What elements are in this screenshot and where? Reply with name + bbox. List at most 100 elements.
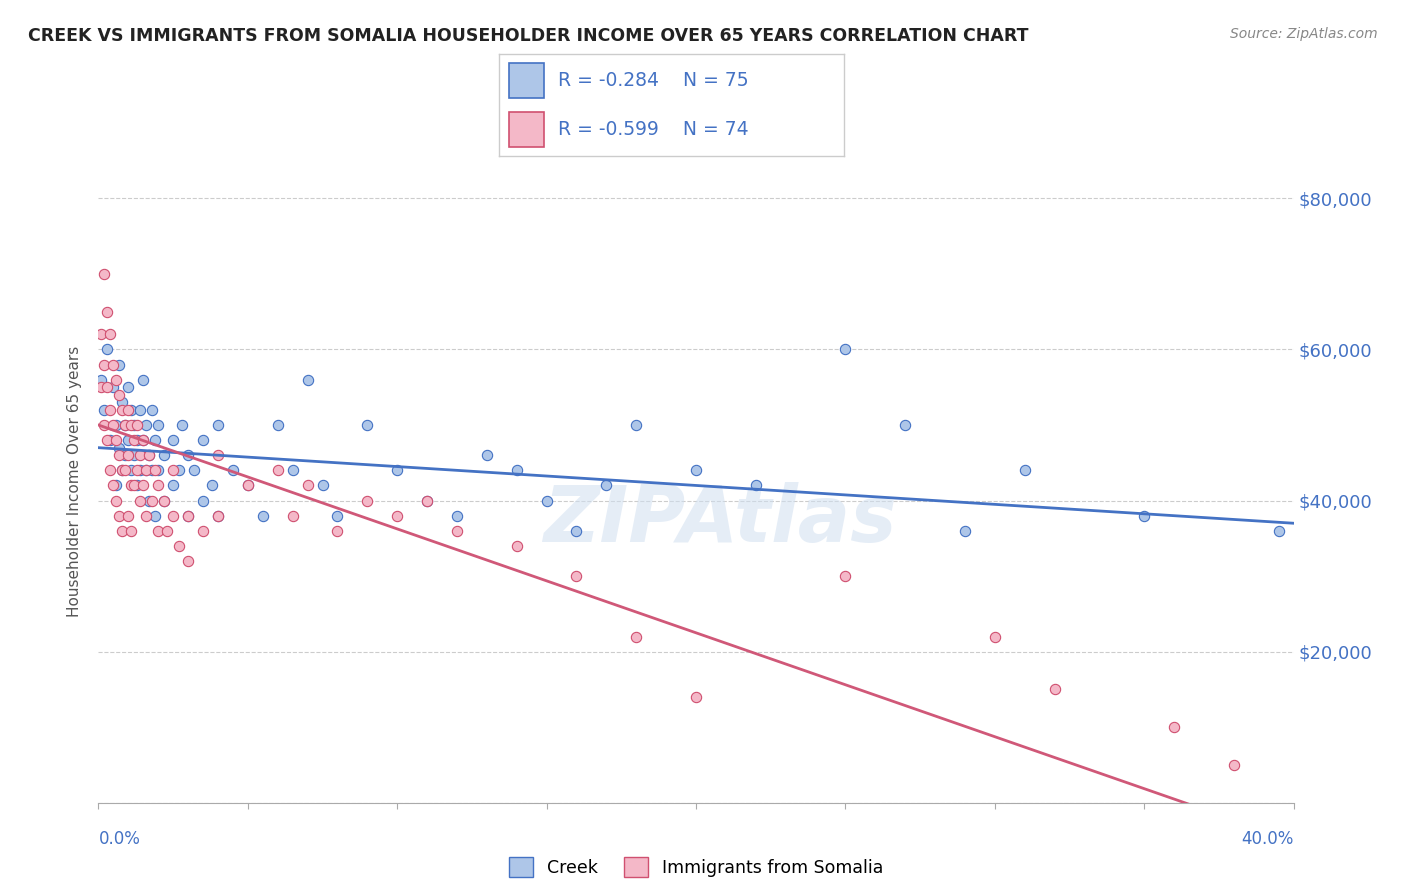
Point bbox=[446, 508, 468, 523]
Point bbox=[114, 417, 136, 432]
Point bbox=[297, 478, 319, 492]
Point bbox=[167, 463, 190, 477]
Point bbox=[103, 417, 125, 432]
Point bbox=[162, 478, 184, 492]
Point bbox=[167, 539, 190, 553]
Point bbox=[222, 463, 245, 477]
Point bbox=[1014, 463, 1036, 477]
Point bbox=[117, 380, 139, 394]
Point bbox=[536, 493, 558, 508]
Point bbox=[834, 343, 856, 357]
Point bbox=[129, 463, 152, 477]
Point bbox=[148, 524, 170, 538]
Point bbox=[356, 417, 378, 432]
Point bbox=[100, 403, 122, 417]
Point bbox=[156, 524, 179, 538]
Point bbox=[105, 373, 128, 387]
Point bbox=[172, 417, 194, 432]
Point bbox=[153, 448, 176, 462]
Point bbox=[138, 448, 160, 462]
Point bbox=[177, 448, 200, 462]
Point bbox=[685, 690, 707, 704]
Y-axis label: Householder Income Over 65 years: Householder Income Over 65 years bbox=[67, 346, 83, 617]
Point bbox=[267, 463, 290, 477]
Point bbox=[252, 508, 274, 523]
Point bbox=[111, 403, 134, 417]
Legend: Creek, Immigrants from Somalia: Creek, Immigrants from Somalia bbox=[502, 850, 890, 884]
Point bbox=[177, 508, 200, 523]
Point bbox=[416, 493, 439, 508]
Point bbox=[117, 433, 139, 447]
Point bbox=[117, 403, 139, 417]
Text: R = -0.284    N = 75: R = -0.284 N = 75 bbox=[558, 70, 748, 90]
Text: R = -0.599    N = 74: R = -0.599 N = 74 bbox=[558, 120, 748, 139]
Point bbox=[114, 448, 136, 462]
Point bbox=[103, 478, 125, 492]
Point bbox=[111, 524, 134, 538]
Text: Source: ZipAtlas.com: Source: ZipAtlas.com bbox=[1230, 27, 1378, 41]
Point bbox=[90, 373, 112, 387]
Point bbox=[132, 433, 155, 447]
Point bbox=[297, 373, 319, 387]
Point bbox=[565, 524, 588, 538]
Point bbox=[93, 403, 115, 417]
Point bbox=[1043, 682, 1066, 697]
Point bbox=[1267, 524, 1289, 538]
Point bbox=[183, 463, 205, 477]
Point bbox=[191, 524, 214, 538]
Point bbox=[127, 478, 149, 492]
Bar bbox=[509, 62, 544, 97]
Point bbox=[953, 524, 976, 538]
Point bbox=[162, 508, 184, 523]
Point bbox=[111, 463, 134, 477]
Point bbox=[105, 478, 128, 492]
Point bbox=[267, 417, 290, 432]
Point bbox=[114, 463, 136, 477]
Point bbox=[162, 463, 184, 477]
Point bbox=[685, 463, 707, 477]
Point bbox=[127, 463, 149, 477]
Point bbox=[236, 478, 259, 492]
Point bbox=[626, 630, 648, 644]
Point bbox=[120, 463, 142, 477]
Point bbox=[124, 478, 146, 492]
Bar bbox=[509, 112, 544, 147]
Point bbox=[138, 493, 160, 508]
Point bbox=[96, 343, 118, 357]
Point bbox=[565, 569, 588, 583]
Point bbox=[506, 539, 529, 553]
Point bbox=[281, 508, 304, 523]
Point bbox=[416, 493, 439, 508]
Point bbox=[148, 417, 170, 432]
Point bbox=[135, 417, 157, 432]
Point bbox=[191, 493, 214, 508]
Point bbox=[138, 448, 160, 462]
Point bbox=[834, 569, 856, 583]
Point bbox=[100, 433, 122, 447]
Point bbox=[143, 508, 166, 523]
Point bbox=[129, 403, 152, 417]
Point bbox=[745, 478, 768, 492]
Point bbox=[120, 524, 142, 538]
Point bbox=[117, 448, 139, 462]
Point bbox=[143, 463, 166, 477]
Point bbox=[111, 395, 134, 409]
Point bbox=[108, 358, 131, 372]
Point bbox=[236, 478, 259, 492]
Point bbox=[984, 630, 1007, 644]
Point bbox=[506, 463, 529, 477]
Point bbox=[326, 524, 349, 538]
Point bbox=[141, 463, 163, 477]
Point bbox=[141, 493, 163, 508]
Point bbox=[100, 327, 122, 342]
Point bbox=[1133, 508, 1156, 523]
Point bbox=[162, 433, 184, 447]
Point bbox=[385, 508, 409, 523]
Point bbox=[93, 267, 115, 281]
Point bbox=[143, 433, 166, 447]
Point bbox=[111, 463, 134, 477]
Point bbox=[108, 388, 131, 402]
Point bbox=[108, 441, 131, 455]
Point bbox=[127, 433, 149, 447]
Point bbox=[177, 508, 200, 523]
